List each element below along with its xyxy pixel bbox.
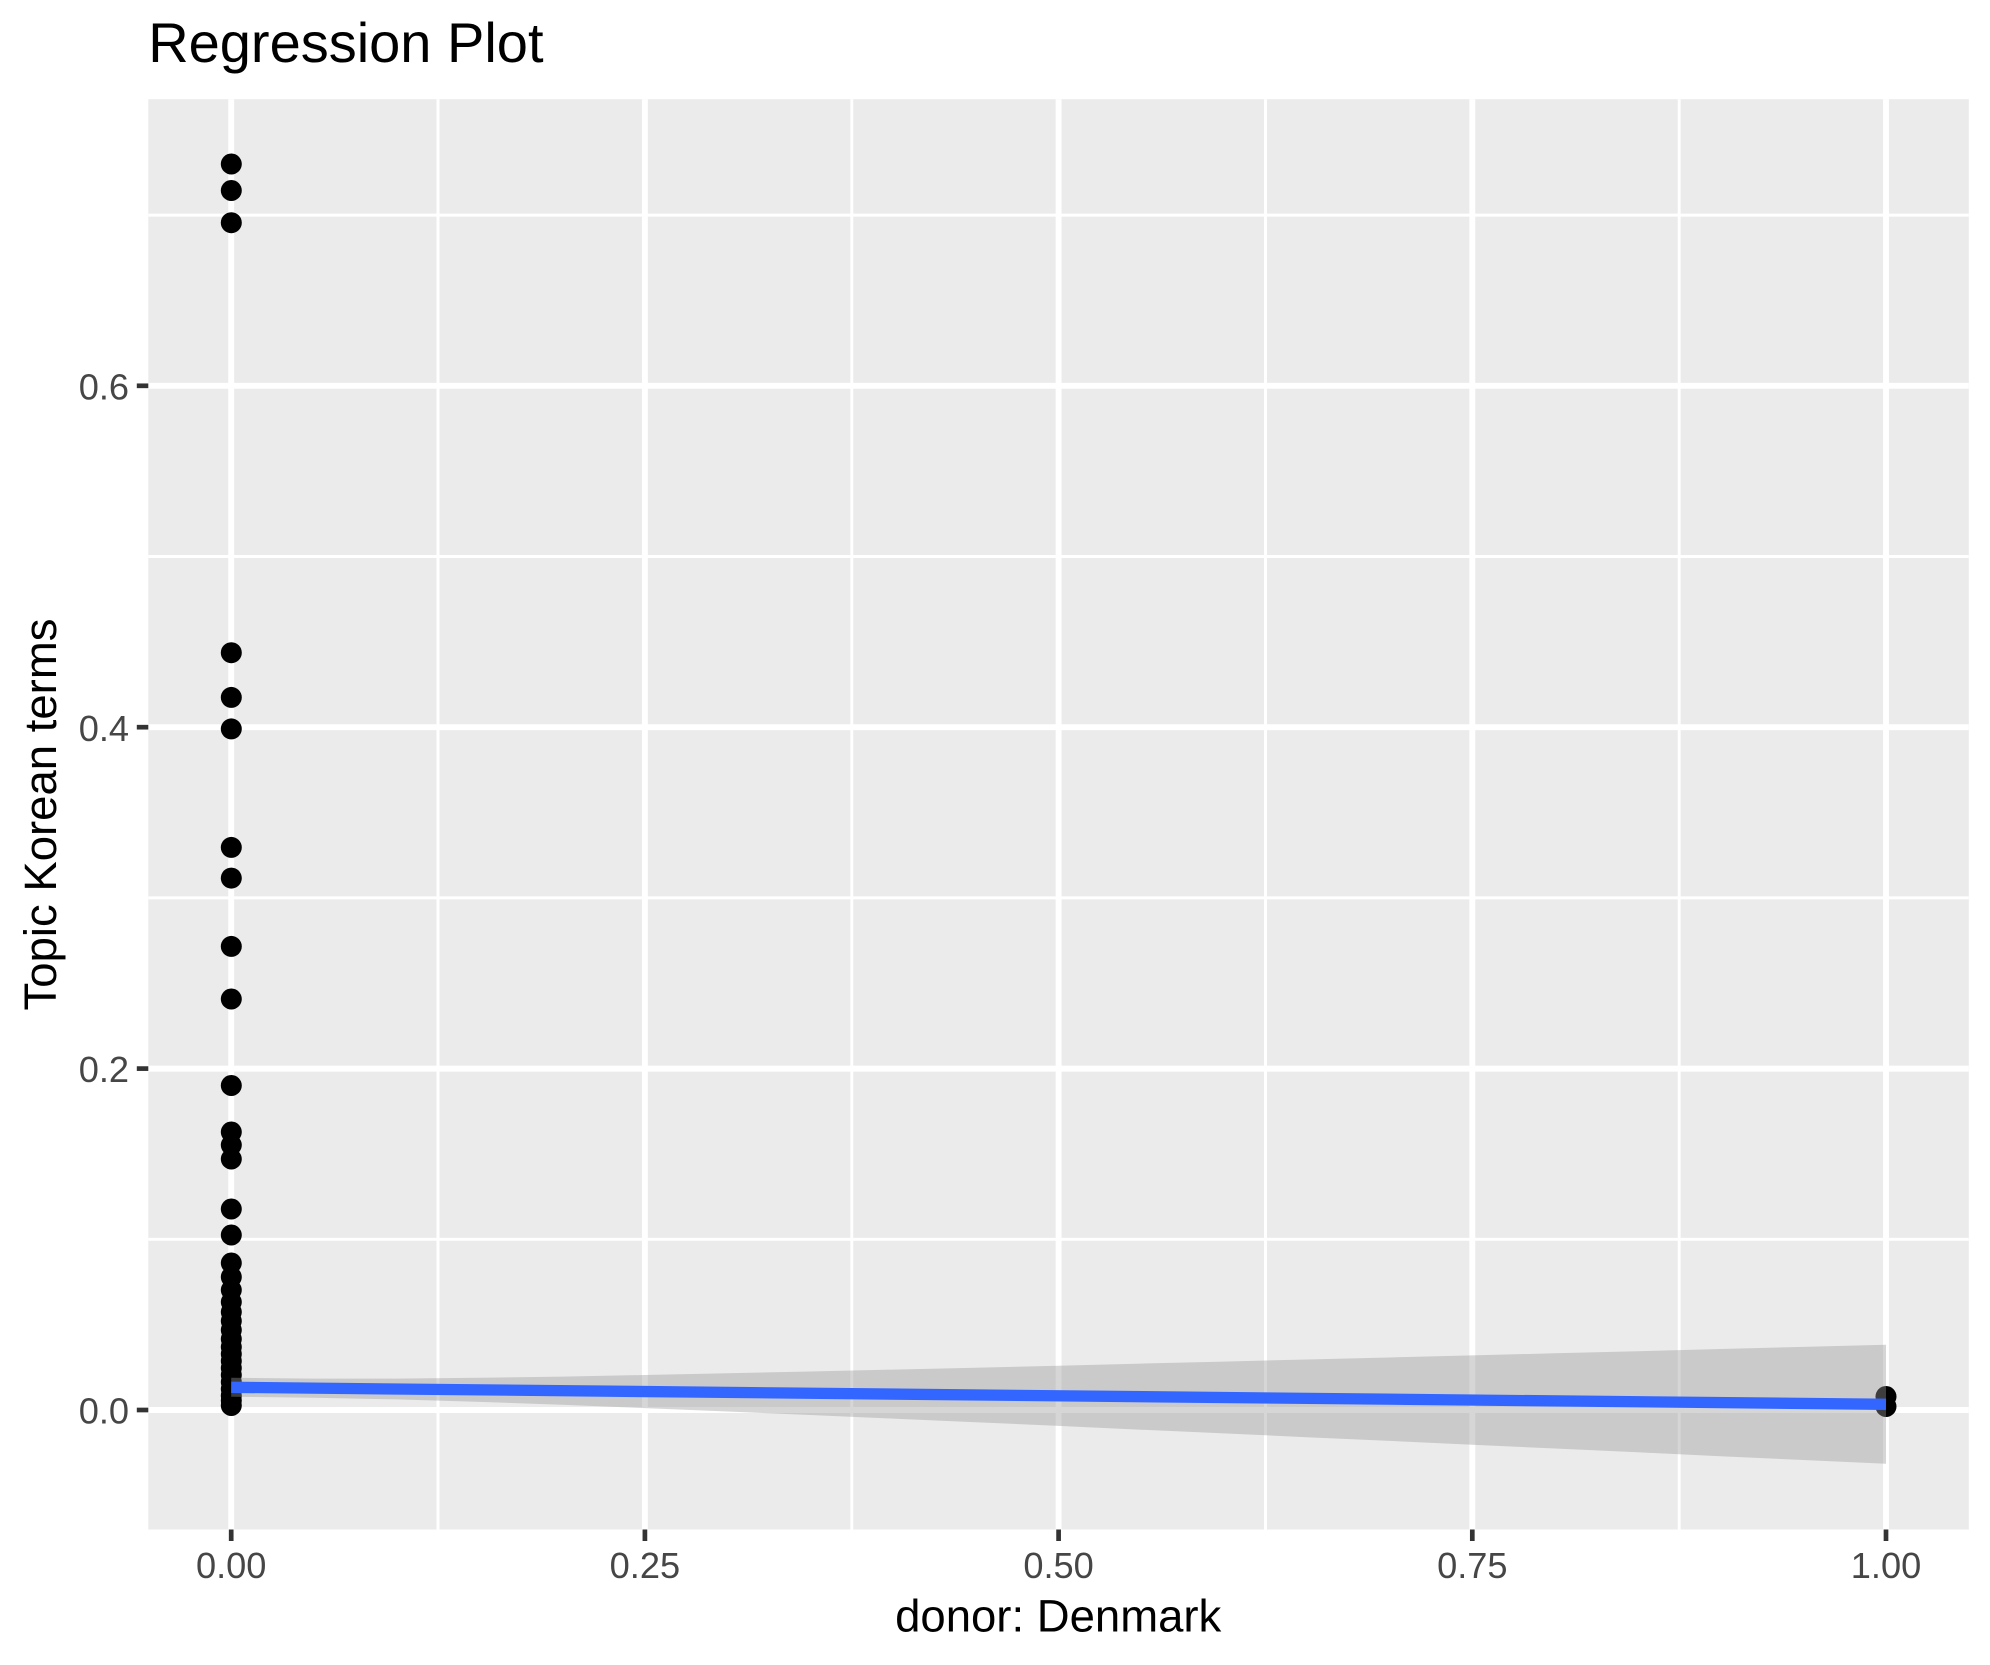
svg-text:0.00: 0.00: [196, 1545, 266, 1586]
svg-text:0.25: 0.25: [610, 1545, 680, 1586]
svg-text:0.4: 0.4: [79, 708, 129, 749]
svg-text:0.0: 0.0: [79, 1391, 129, 1432]
svg-text:0.6: 0.6: [79, 366, 129, 407]
svg-text:0.2: 0.2: [79, 1049, 129, 1090]
svg-text:1.00: 1.00: [1851, 1545, 1921, 1586]
svg-text:0.75: 0.75: [1437, 1545, 1507, 1586]
svg-text:Topic Korean terms: Topic Korean terms: [15, 619, 66, 1011]
svg-text:0.50: 0.50: [1023, 1545, 1093, 1586]
svg-text:donor: Denmark: donor: Denmark: [895, 1591, 1221, 1642]
svg-text:Regression Plot: Regression Plot: [148, 11, 544, 74]
